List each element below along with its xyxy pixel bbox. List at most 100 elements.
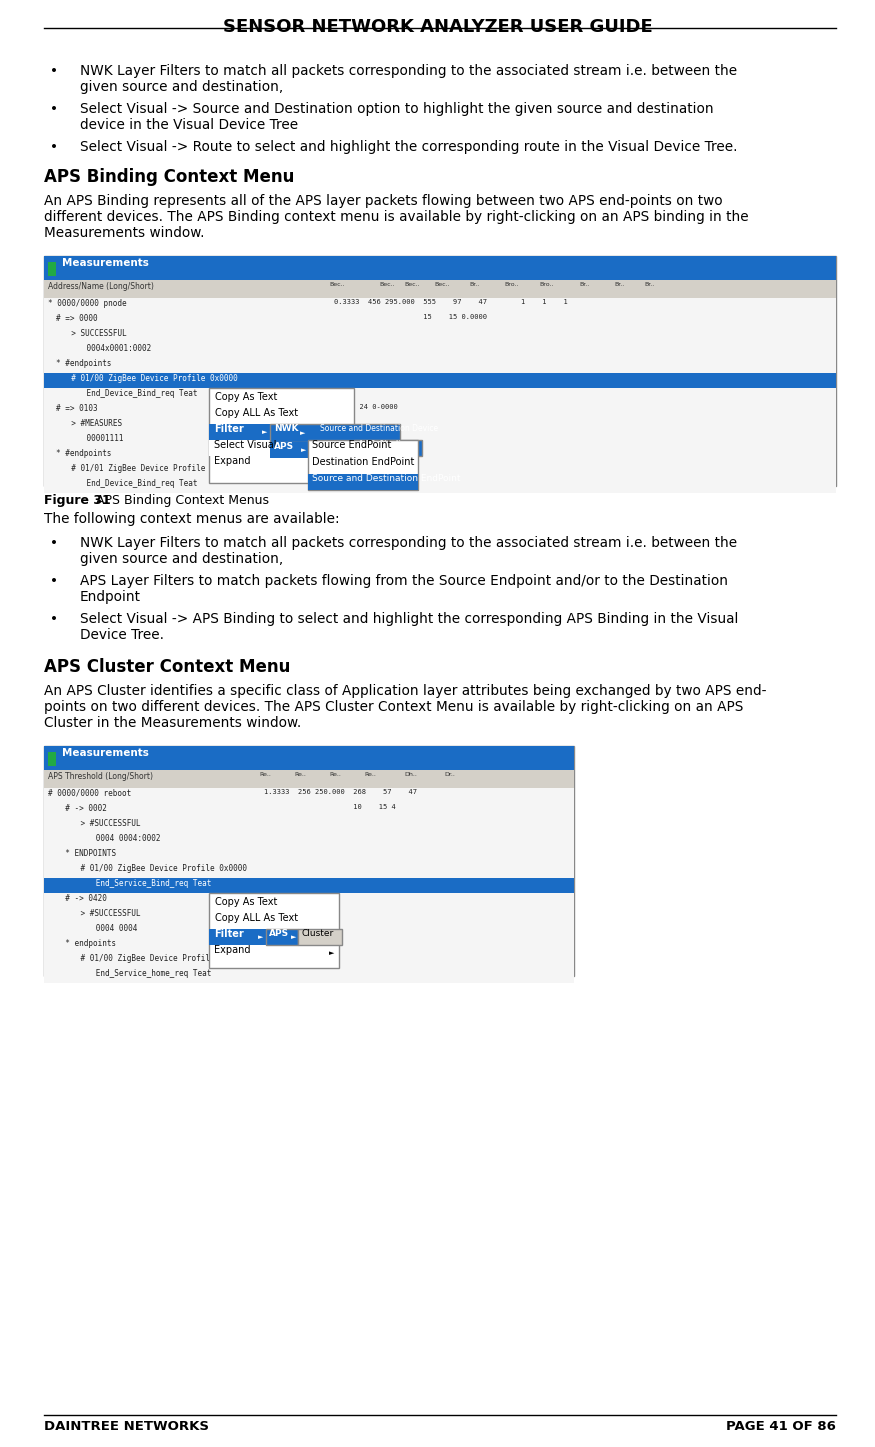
Bar (44, 747, 574, 975)
Text: # 01/00 ZigBee Device Profile 0x0000: # 01/00 ZigBee Device Profile 0x0000 (62, 864, 247, 873)
Text: An APS Cluster identifies a specific class of Application layer attributes being: An APS Cluster identifies a specific cla… (44, 684, 766, 697)
Text: APS Binding Context Menus: APS Binding Context Menus (96, 493, 269, 506)
Text: NWK: NWK (274, 424, 298, 433)
Text: Bec..: Bec.. (379, 282, 395, 287)
Text: The following context menus are available:: The following context menus are availabl… (44, 512, 340, 527)
Bar (44, 357, 836, 373)
Text: APS Binding: APS Binding (358, 440, 412, 449)
Bar (44, 789, 574, 803)
Text: Cluster: Cluster (301, 929, 333, 938)
Bar (44, 433, 836, 449)
Text: Measurements window.: Measurements window. (44, 226, 205, 240)
Text: •: • (50, 612, 58, 627)
Bar (44, 938, 574, 954)
Text: * 0000/0000 pnode: * 0000/0000 pnode (48, 300, 127, 308)
Bar (44, 404, 836, 418)
Bar (209, 440, 354, 456)
Text: * #endpoints: * #endpoints (56, 449, 111, 459)
Text: # 01/01 ZigBee Device Profile 0x000: # 01/01 ZigBee Device Profile 0x000 (62, 464, 233, 473)
Bar (48, 262, 56, 276)
Bar (44, 388, 836, 404)
Text: Measurements: Measurements (62, 258, 149, 268)
Text: DAINTREE NETWORKS: DAINTREE NETWORKS (44, 1420, 209, 1433)
Bar (270, 424, 400, 441)
Bar (44, 343, 836, 357)
Bar (44, 770, 574, 789)
Text: # => 0103: # => 0103 (56, 404, 98, 412)
Text: # 0000/0000 reboot: # 0000/0000 reboot (48, 789, 131, 797)
Text: Source and Destination EndPoint: Source and Destination EndPoint (312, 475, 460, 483)
Bar (44, 848, 574, 862)
Text: # -> 0002: # -> 0002 (56, 805, 107, 813)
Text: End_Service_Bind_req Teat: End_Service_Bind_req Teat (68, 878, 212, 888)
Text: Br..: Br.. (614, 282, 624, 287)
Bar (209, 388, 354, 483)
Bar (209, 893, 339, 968)
Text: APS Threshold (Long/Short): APS Threshold (Long/Short) (48, 773, 153, 781)
Bar (44, 818, 574, 833)
Text: Endpoint: Endpoint (80, 590, 141, 603)
Text: ►: ► (344, 446, 349, 451)
Bar (44, 909, 574, 923)
Text: Br..: Br.. (579, 282, 589, 287)
Text: PAGE 41 OF 86: PAGE 41 OF 86 (726, 1420, 836, 1433)
Text: 0.3333  456 295.000  555    97    47        1    1    1: 0.3333 456 295.000 555 97 47 1 1 1 (334, 300, 568, 305)
Text: End_Device_Bind_req Teat: End_Device_Bind_req Teat (68, 479, 198, 488)
Text: Bro..: Bro.. (539, 282, 554, 287)
Text: given source and destination,: given source and destination, (80, 551, 284, 566)
Text: APS: APS (270, 929, 290, 938)
Bar (44, 449, 836, 463)
Text: ►: ► (329, 951, 334, 956)
Text: •: • (50, 140, 58, 153)
Text: APS: APS (274, 441, 294, 451)
Text: Bec..: Bec.. (434, 282, 450, 287)
Text: # 01/00 ZigBee Device Profile 0x0000: # 01/00 ZigBee Device Profile 0x0000 (62, 373, 238, 383)
Text: > #MEASURES: > #MEASURES (62, 420, 122, 428)
Text: * #endpoints: * #endpoints (56, 359, 111, 368)
Bar (44, 418, 836, 433)
Bar (270, 441, 308, 459)
Text: Source EndPoint: Source EndPoint (312, 440, 391, 450)
Text: APS Layer Filters to match packets flowing from the Source Endpoint and/or to th: APS Layer Filters to match packets flowi… (80, 574, 728, 587)
Text: * ENDPOINTS: * ENDPOINTS (56, 849, 116, 858)
Bar (308, 440, 418, 491)
Text: Select Visual: Select Visual (214, 440, 276, 450)
Bar (44, 373, 836, 388)
Text: Expand: Expand (214, 945, 250, 955)
Text: * endpoints: * endpoints (56, 939, 116, 948)
Text: 0004x0001:0002: 0004x0001:0002 (68, 344, 151, 353)
Text: ►: ► (301, 447, 306, 453)
Text: Dr..: Dr.. (444, 773, 455, 777)
Text: Bro..: Bro.. (504, 282, 519, 287)
Text: given source and destination,: given source and destination, (80, 80, 284, 94)
Text: # 01/00 ZigBee Device Profile 0x0000: # 01/00 ZigBee Device Profile 0x0000 (62, 954, 247, 964)
Text: Copy As Text: Copy As Text (215, 392, 277, 402)
Text: > #SUCCESSFUL: > #SUCCESSFUL (62, 819, 141, 828)
Bar (44, 281, 836, 298)
Bar (44, 747, 574, 770)
Text: Source and Destination Device: Source and Destination Device (320, 424, 438, 433)
Bar (44, 893, 574, 909)
Text: APS Binding Context Menu: APS Binding Context Menu (44, 168, 294, 187)
Text: End_Service_home_req Teat: End_Service_home_req Teat (68, 969, 212, 978)
Bar (44, 878, 574, 893)
Bar (44, 256, 836, 281)
Bar (44, 478, 836, 493)
Text: points on two different devices. The APS Cluster Context Menu is available by ri: points on two different devices. The APS… (44, 700, 744, 713)
Bar (44, 923, 574, 938)
Text: APS Cluster Context Menu: APS Cluster Context Menu (44, 658, 290, 676)
Text: 15    15 0.0000: 15 15 0.0000 (334, 314, 487, 320)
Text: Figure 31: Figure 31 (44, 493, 111, 506)
Text: device in the Visual Device Tree: device in the Visual Device Tree (80, 119, 298, 132)
Text: Br..: Br.. (644, 282, 654, 287)
Bar (354, 440, 422, 456)
Text: •: • (50, 64, 58, 78)
Bar (209, 929, 266, 945)
Text: Re..: Re.. (364, 773, 376, 777)
Bar (48, 752, 56, 765)
Text: Measurements: Measurements (62, 748, 149, 758)
Text: # -> 0420: # -> 0420 (56, 894, 107, 903)
Text: NWK Layer Filters to match all packets corresponding to the associated stream i.: NWK Layer Filters to match all packets c… (80, 535, 737, 550)
Bar (44, 954, 574, 968)
Text: •: • (50, 535, 58, 550)
